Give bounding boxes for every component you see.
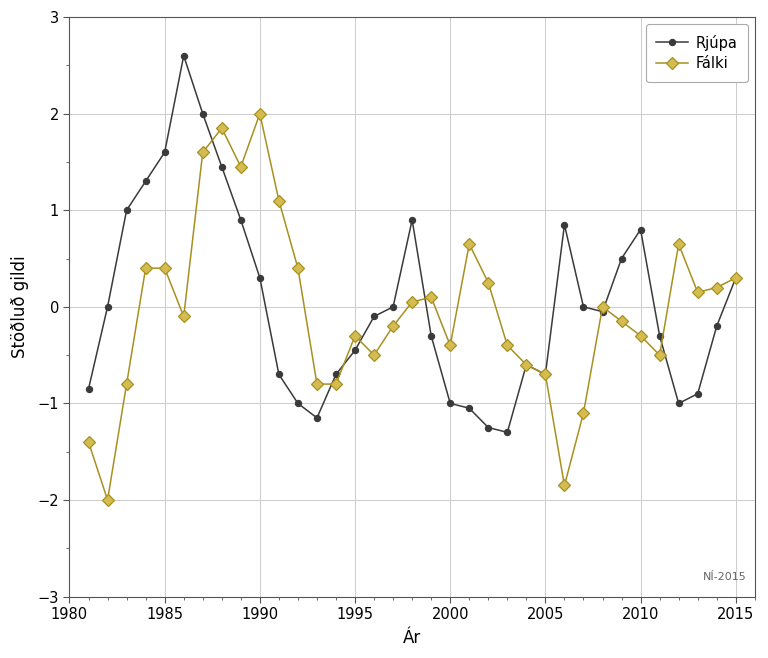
Fálki [293,265,303,272]
Fálki [560,482,569,490]
Rjúpa [331,370,340,378]
Rjúpa [674,399,684,407]
Fálki [693,288,702,296]
Fálki [369,351,379,359]
Rjúpa [237,216,246,224]
Rjúpa [103,303,112,311]
Fálki [255,110,264,118]
Rjúpa [521,361,531,368]
Rjúpa [313,414,322,422]
Fálki [274,197,283,205]
Fálki [465,240,474,248]
Fálki [179,313,188,320]
Rjúpa [731,274,740,282]
Rjúpa [179,52,188,60]
Fálki [217,124,227,132]
Fálki [122,380,131,388]
Fálki [160,265,169,272]
Rjúpa [560,221,569,229]
Rjúpa [712,322,721,330]
Rjúpa [598,308,607,316]
Rjúpa [274,370,283,378]
Rjúpa [636,226,645,234]
Fálki [731,274,740,282]
Fálki [579,409,588,417]
Fálki [389,322,398,330]
Fálki [313,380,322,388]
Fálki [655,351,664,359]
Rjúpa [503,428,512,436]
X-axis label: Ár: Ár [403,629,422,647]
Rjúpa [389,303,398,311]
Legend: Rjúpa, Fálki: Rjúpa, Fálki [646,24,747,82]
Fálki [84,438,93,446]
Fálki [350,332,359,340]
Fálki [198,148,207,156]
Fálki [503,342,512,349]
Rjúpa [160,148,169,156]
Line: Rjúpa: Rjúpa [85,53,739,436]
Fálki [237,163,246,170]
Rjúpa [198,110,207,118]
Fálki [445,342,455,349]
Fálki [331,380,340,388]
Rjúpa [408,216,417,224]
Rjúpa [693,390,702,397]
Rjúpa [655,332,664,340]
Fálki [617,317,626,325]
Rjúpa [255,274,264,282]
Fálki [408,298,417,306]
Fálki [426,293,435,301]
Rjúpa [369,313,379,320]
Fálki [484,279,493,287]
Fálki [674,240,684,248]
Rjúpa [122,207,131,215]
Rjúpa [426,332,435,340]
Rjúpa [141,178,151,186]
Fálki [541,370,550,378]
Fálki [598,303,607,311]
Rjúpa [293,399,303,407]
Fálki [712,284,721,291]
Y-axis label: Stöðluð gildi: Stöðluð gildi [11,255,29,358]
Rjúpa [445,399,455,407]
Fálki [636,332,645,340]
Text: NÍ-2015: NÍ-2015 [703,572,746,582]
Fálki [103,496,112,504]
Line: Fálki: Fálki [84,109,740,504]
Rjúpa [84,385,93,393]
Rjúpa [350,346,359,354]
Rjúpa [617,255,626,263]
Fálki [521,361,531,368]
Rjúpa [465,404,474,412]
Rjúpa [541,370,550,378]
Rjúpa [484,424,493,432]
Fálki [141,265,151,272]
Rjúpa [579,303,588,311]
Rjúpa [217,163,227,170]
